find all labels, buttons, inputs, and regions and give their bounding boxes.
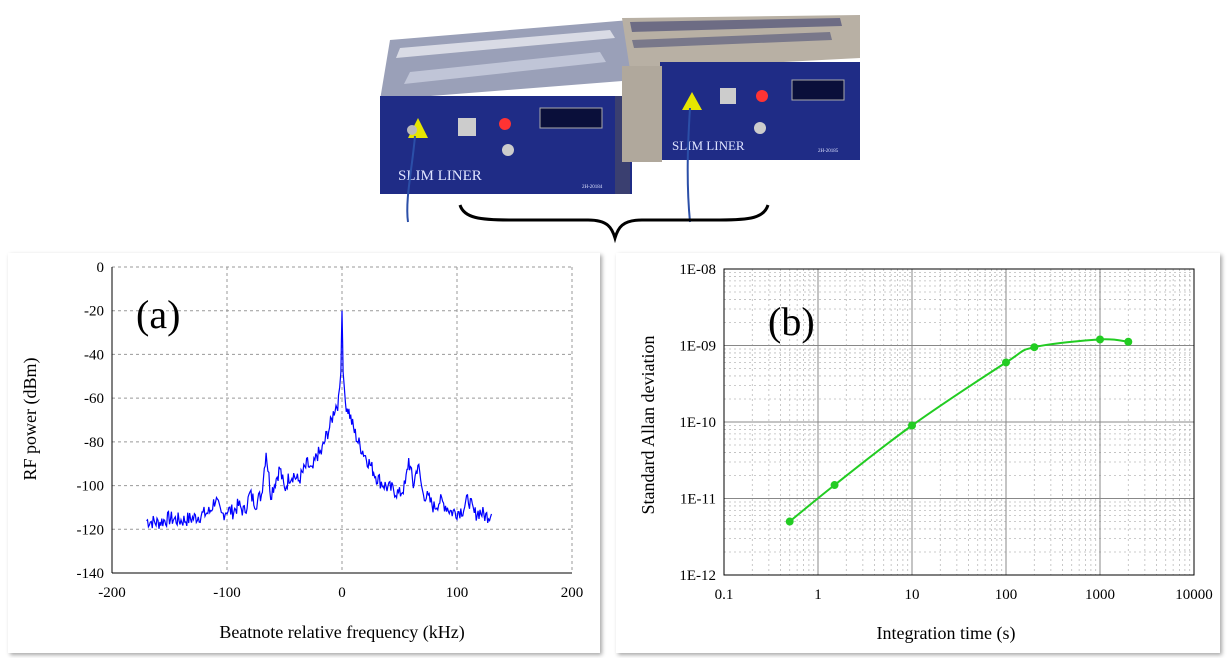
left-brand-label: SLIM LINER (398, 168, 482, 184)
x-tick-label: 1 (814, 587, 822, 603)
data-point (1124, 337, 1133, 346)
y-tick-label: 1E-10 (679, 415, 716, 431)
y-axis-title-a: RF power (dBm) (20, 358, 41, 481)
plot-frame (723, 268, 1195, 576)
x-tick-label: 100 (446, 585, 469, 601)
x-tick-label: -200 (98, 585, 126, 601)
panel-a: -200 -100 0 100 200 0 -20 -40 -60 -80 -100 -120 -140… (8, 253, 600, 653)
key-switch (502, 144, 514, 156)
data-point (1096, 335, 1104, 344)
y-tick-label: 0 (97, 260, 105, 276)
x-tick-label: 100 (995, 587, 1018, 603)
right-unit-front (660, 62, 860, 160)
x-tick-label: 200 (561, 585, 584, 601)
y-tick-label: -20 (84, 304, 104, 320)
usb-port (458, 118, 476, 136)
allan-deviation-line (789, 338, 1129, 523)
chart-a: -200 -100 0 100 200 0 -20 -40 -60 -80 -100 -120 -140… (20, 260, 584, 643)
grouping-brace (458, 204, 770, 244)
x-axis-title-a: Beatnote relative frequency (kHz) (219, 622, 464, 643)
right-serial-label: 2H-20185 (818, 149, 839, 154)
laser-warning-icon-2 (682, 92, 702, 110)
y-tick-label: -140 (77, 566, 105, 582)
data-point (908, 421, 916, 430)
y-tick-label: 1E-08 (679, 262, 716, 278)
y-axis-title-b: Standard Allan deviation (638, 336, 658, 515)
data-point (1030, 343, 1039, 352)
x-tick-label: -100 (213, 585, 241, 601)
x-tick-label: 1000 (1085, 587, 1115, 603)
panel-b-label: (b) (768, 299, 815, 344)
chart-b: 0.1 1 10 100 1000 10000 1E-08 1E-09 1E-10 1E-11 1E… (638, 262, 1213, 644)
device-photo: SLIM LINER 2H-20184 SLIM LINER 2H-20185 (380, 15, 860, 244)
lcd-display (539, 107, 603, 129)
y-tick-label: -100 (77, 479, 105, 495)
data-point (1002, 358, 1010, 367)
y-tick-label: -120 (77, 522, 105, 538)
left-serial-label: 2H-20184 (582, 185, 603, 190)
x-axis-title-b: Integration time (s) (877, 623, 1016, 644)
y-tick-label: -80 (84, 435, 104, 451)
panel-b: 0.1 1 10 100 1000 10000 1E-08 1E-09 1E-10 1E-11 1E… (616, 253, 1220, 653)
y-tick-label: 1E-11 (680, 492, 716, 508)
right-brand-label: SLIM LINER (672, 138, 745, 153)
data-point (785, 517, 794, 526)
y-tick-label: 1E-09 (679, 339, 716, 355)
x-tick-label: 10000 (1175, 587, 1213, 603)
data-point (830, 481, 839, 490)
status-led (499, 118, 511, 130)
panel-a-label: (a) (136, 292, 180, 337)
x-tick-label: 0 (338, 585, 346, 601)
x-tick-label: 0.1 (715, 587, 734, 603)
y-tick-label: 1E-12 (679, 568, 716, 584)
x-tick-label: 10 (905, 587, 920, 603)
y-tick-label: -40 (84, 347, 104, 363)
spectrum-trace (146, 310, 493, 529)
y-tick-label: -60 (84, 391, 104, 407)
